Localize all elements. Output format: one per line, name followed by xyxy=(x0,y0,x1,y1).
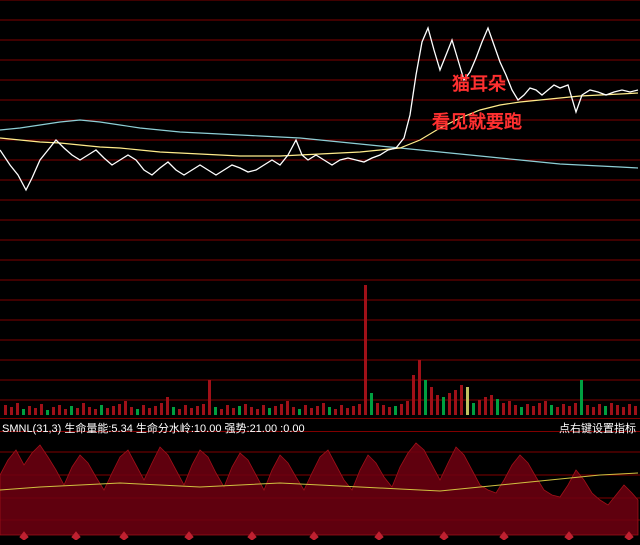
indicator-status-bar[interactable]: SMNL(31,3) 生命量能:5.34 生命分水岭:10.00 强势:21.0… xyxy=(0,418,640,432)
annotation-cat-ears: 猫耳朵 xyxy=(452,70,506,96)
sub-indicator-svg xyxy=(0,432,640,540)
volume-panel[interactable] xyxy=(0,280,640,415)
sub-indicator-panel[interactable] xyxy=(0,432,640,540)
annotation-run: 看见就要跑 xyxy=(432,108,522,134)
volume-chart-svg xyxy=(0,280,640,415)
